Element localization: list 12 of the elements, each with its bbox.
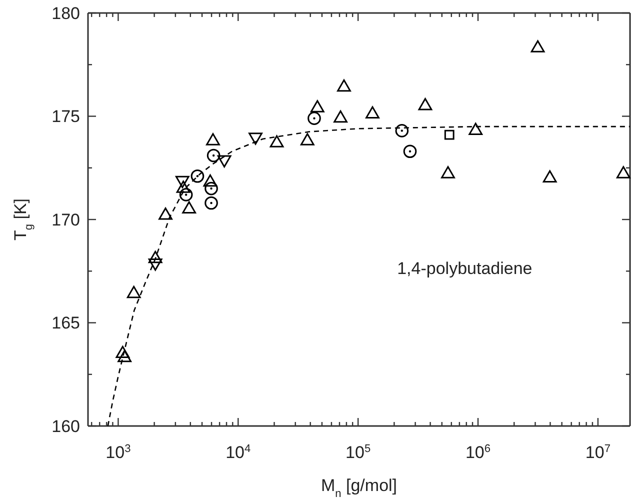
x-axis-title: M$_{n}$ [g/mol]: [320, 476, 398, 500]
y-tick-label: 175: [52, 107, 80, 126]
y-tick-label: 170: [52, 210, 80, 230]
y-tick-label: 180: [52, 4, 80, 23]
x-tick-label: 10$^{7}$: [585, 443, 610, 462]
y-tick-label: 160: [52, 416, 80, 436]
x-tick-label: 10$^{3}$: [106, 443, 131, 462]
x-tick-label: 10$^{4}$: [226, 443, 251, 462]
x-tick-label: 10$^{6}$: [465, 443, 491, 462]
annotation: 1,4-polybutadiene: [397, 258, 532, 278]
x-tick-label: 10$^{5}$: [346, 443, 371, 462]
y-tick-label: 165: [52, 314, 80, 333]
